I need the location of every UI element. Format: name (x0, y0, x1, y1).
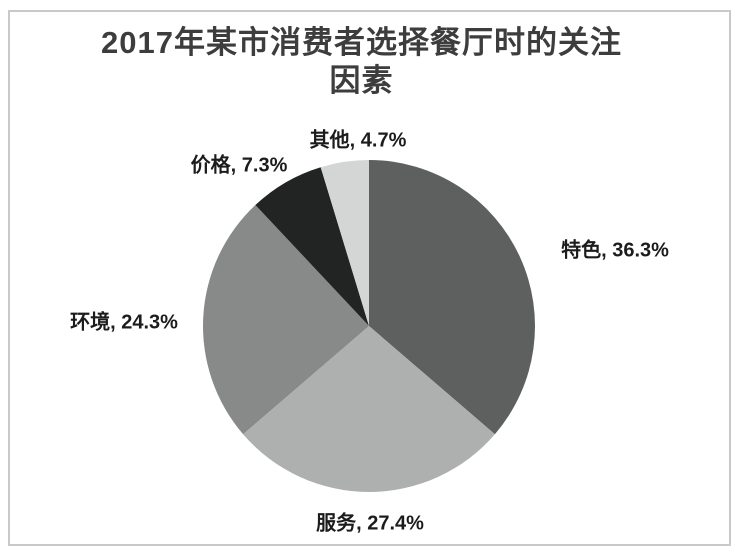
pie-slice-2 (203, 204, 369, 435)
slice-label-0: 特色, 36.3% (561, 239, 669, 262)
slice-label-4: 其他, 4.7% (309, 129, 407, 152)
pie-slice-0 (369, 160, 535, 435)
slice-label-3: 价格, 7.3% (190, 154, 288, 177)
pie-slice-1 (243, 326, 495, 492)
chart-title: 2017年某市消费者选择餐厅时的关注 因素 (8, 24, 715, 100)
pie-slice-3 (255, 167, 369, 326)
slice-label-1: 服务, 27.4% (316, 512, 424, 535)
pie-slice-4 (320, 160, 369, 326)
chart-title-line-2: 因素 (329, 63, 394, 98)
slice-label-2: 环境, 24.3% (70, 311, 178, 334)
chart-title-line-1: 2017年某市消费者选择餐厅时的关注 (101, 25, 622, 60)
